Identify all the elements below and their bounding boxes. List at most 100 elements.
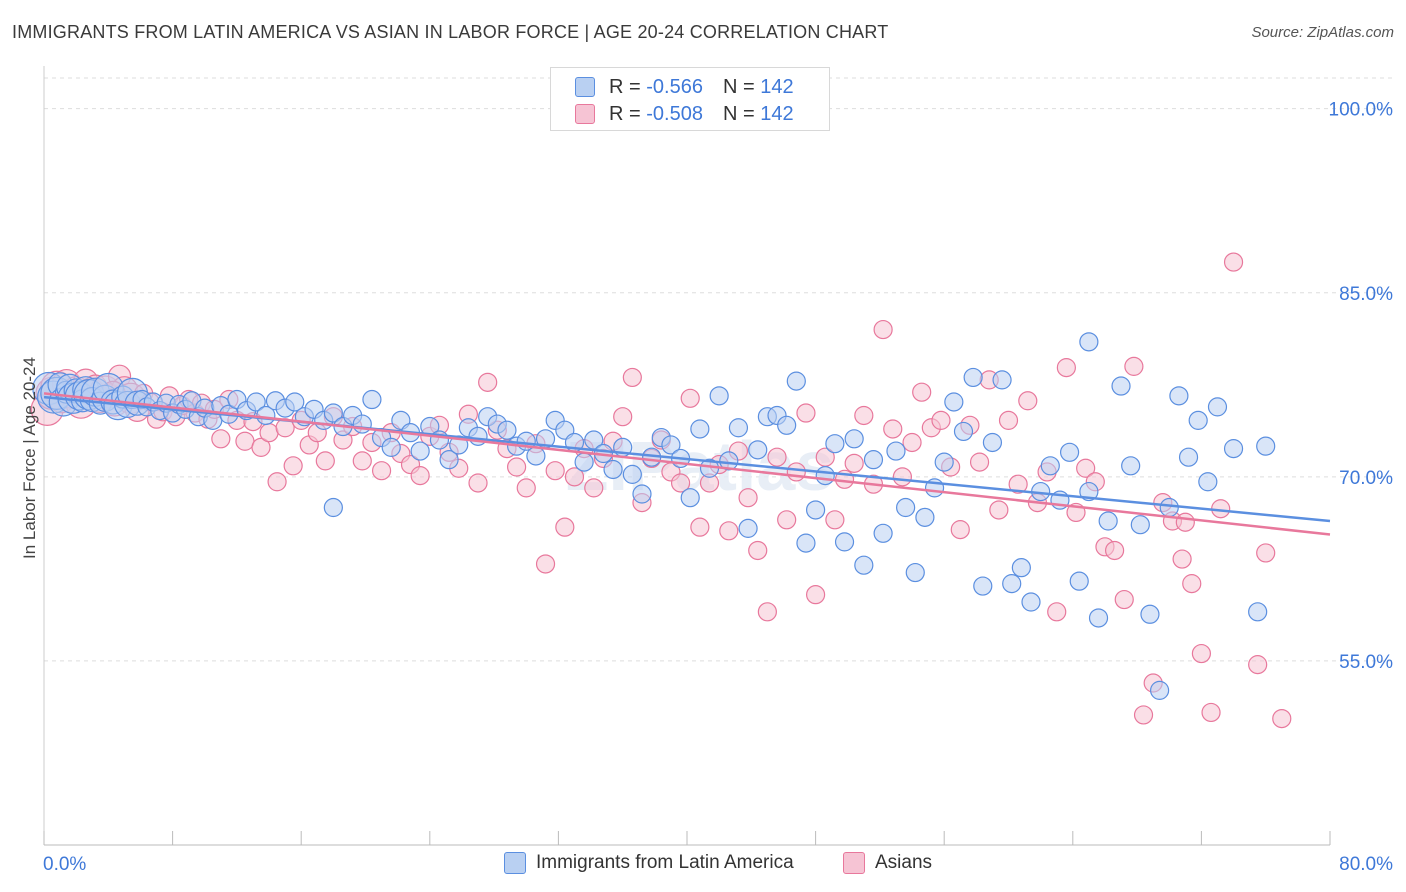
asians-point [796,403,816,423]
latin-america-point [1111,376,1131,396]
latin-america-point [680,488,700,508]
y-tick-label: 70.0% [1339,468,1393,489]
asians-point [1008,474,1028,494]
series-swatch-blue [504,852,526,874]
latin-america-point [246,392,266,412]
latin-america-point [1059,442,1080,462]
legend-r-value: -0.566 [646,75,703,98]
asians-point [950,520,970,540]
latin-america-point [1130,515,1150,535]
latin-america-point [896,497,916,518]
latin-america-point [526,446,546,466]
y-axis-label: In Labor Force | Age 20-24 [20,357,39,559]
latin-america-point [777,415,797,435]
asians-point [998,410,1019,430]
asians-point [969,452,990,472]
asians-point [757,602,777,622]
asians-point [680,388,700,408]
asians-point [211,429,231,449]
series-label: Asians [875,852,933,873]
latin-america-point [497,420,517,440]
latin-america-point [410,441,430,461]
latin-america-point [834,532,855,552]
asians-point [873,319,893,340]
asians-point [1172,549,1192,569]
asians-point [478,372,498,392]
latin-america-point [825,434,845,454]
asians-point [670,473,691,493]
y-tick-label: 100.0% [1329,100,1394,121]
asians-point [883,419,903,439]
asians-point [738,488,758,508]
asians-point [613,407,633,427]
latin-america-point [748,440,768,460]
latin-america-point [1207,397,1228,417]
asians-point [844,453,864,473]
y-tick-label: 55.0% [1339,652,1393,673]
series-label: Immigrants from Latin America [536,852,794,873]
latin-america-point [915,507,935,527]
asians-point [719,521,739,541]
latin-america-point [1178,447,1199,467]
latin-america-point [352,414,372,434]
asians-point [902,432,922,453]
asians-point [786,462,806,482]
axes [43,66,1331,846]
asians-point [564,467,585,487]
asians-point [1114,589,1134,610]
latin-america-point [323,403,343,423]
latin-america-point [1169,386,1189,406]
asians-point [251,437,271,457]
latin-america-point [1098,511,1118,531]
latin-america-point [934,452,954,472]
asians-point [535,554,556,574]
latin-america-points [32,332,1276,700]
asians-point [1018,391,1038,411]
asians-point [1124,356,1144,376]
latin-america-point [886,441,906,461]
asians-point [622,367,642,388]
latin-america-point [1188,410,1208,430]
asians-point [516,478,536,498]
latin-america-point [963,367,983,388]
asians-point [352,451,372,471]
latin-america-point [1079,481,1099,502]
x-tick-label: 0.0% [43,854,86,875]
asians-point [1191,643,1212,664]
latin-america-point [1159,497,1179,518]
tick-labels: 100.0% 85.0% 70.0% 55.0% 0.0% 80.0% In Labor F… [20,100,1393,875]
latin-america-point [982,432,1003,453]
asians-point [748,540,768,561]
asians-point [259,423,279,443]
latin-america-point [439,450,459,470]
latin-america-point [815,466,835,486]
latin-america-point [1223,439,1244,459]
latin-america-point [1069,571,1089,591]
asians-point [892,467,913,487]
asians-point [854,405,874,426]
asians-point [267,472,287,492]
latin-america-point [728,418,749,438]
asians-point [584,478,604,498]
latin-america-point [796,533,816,553]
latin-america-point [1021,592,1041,612]
asians-point [805,585,826,605]
latin-america-point [1150,680,1170,700]
legend-swatch-blue [575,77,595,97]
series-swatch-pink [843,852,865,874]
asians-point [1223,252,1244,272]
legend-swatch-pink [575,104,595,124]
asians-point [912,382,932,402]
latin-america-point [709,386,729,406]
latin-america-point [661,435,681,455]
latin-america-point [1011,558,1031,578]
series-legend-latin-america: Immigrants from Latin America [504,852,794,874]
asians-point [555,517,575,537]
latin-america-point [1121,456,1141,476]
latin-america-point [905,562,925,583]
asians-trend-line [43,392,1331,536]
correlation-legend: R = -0.566 N = 142 R = -0.508 N = 142 [550,67,830,131]
latin-america-point [1088,608,1109,628]
latin-america-point [1256,436,1276,456]
asians-point [468,473,488,493]
